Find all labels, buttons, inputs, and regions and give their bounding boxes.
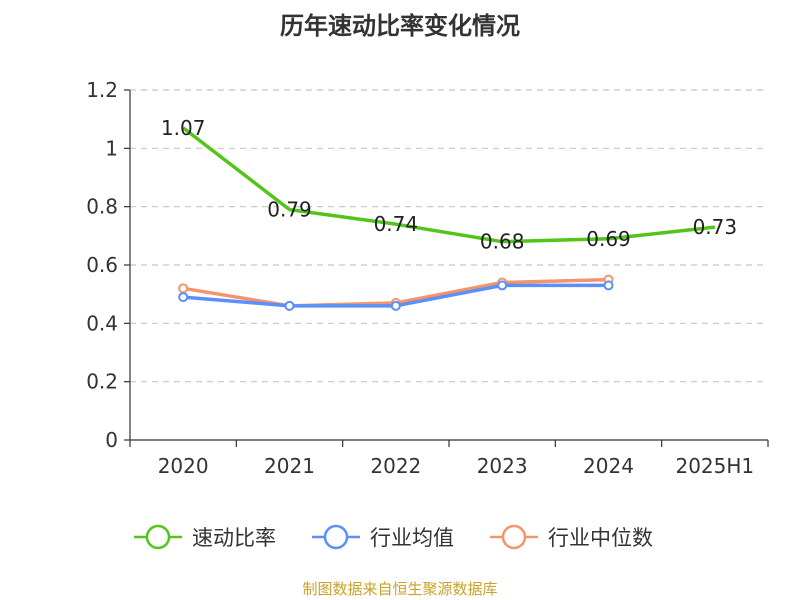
series bbox=[178, 126, 716, 311]
y-tick-label: 0.2 bbox=[86, 370, 118, 394]
y-tick-label: 1.2 bbox=[86, 78, 118, 102]
x-tick-label: 2020 bbox=[158, 454, 209, 478]
data-point bbox=[178, 292, 189, 303]
data-point bbox=[284, 300, 295, 311]
data-point bbox=[390, 300, 401, 311]
axes: 0 0.2 0.4 0.6 0.8 1 1.2 2020 2021 2022 2023 2024 202… bbox=[86, 78, 769, 478]
x-tick-label: 2025H1 bbox=[675, 454, 754, 478]
series-line bbox=[182, 126, 716, 244]
legend-marker bbox=[501, 524, 527, 550]
legend-marker bbox=[323, 524, 349, 550]
y-tick-label: 0.8 bbox=[86, 195, 118, 219]
data-label: 0.69 bbox=[586, 227, 631, 251]
data-label: 0.74 bbox=[374, 212, 419, 236]
x-tick-label: 2022 bbox=[370, 454, 421, 478]
y-tick-label: 0 bbox=[105, 428, 118, 452]
data-label: 0.73 bbox=[693, 215, 738, 239]
y-tick-label: 1 bbox=[105, 136, 118, 160]
legend-marker bbox=[145, 524, 171, 550]
data-point bbox=[178, 283, 189, 294]
legend-label: 行业中位数 bbox=[548, 526, 653, 550]
x-tick-label: 2024 bbox=[583, 454, 634, 478]
data-label: 1.07 bbox=[161, 116, 206, 140]
legend-label: 速动比率 bbox=[192, 526, 276, 550]
data-source-note: 制图数据来自恒生聚源数据库 bbox=[302, 580, 498, 598]
grid-lines bbox=[130, 89, 768, 383]
x-tick-label: 2021 bbox=[264, 454, 315, 478]
data-label: 0.79 bbox=[267, 198, 312, 222]
data-label: 0.68 bbox=[480, 230, 525, 254]
data-labels: 1.07 0.79 0.74 0.68 0.69 0.73 bbox=[161, 116, 737, 254]
legend-label: 行业均值 bbox=[370, 526, 454, 550]
chart-title: 历年速动比率变化情况 bbox=[280, 12, 520, 40]
data-point bbox=[603, 280, 614, 291]
y-tick-label: 0.4 bbox=[86, 311, 118, 335]
data-point bbox=[497, 280, 508, 291]
x-tick-label: 2023 bbox=[477, 454, 528, 478]
y-tick-label: 0.6 bbox=[86, 253, 118, 277]
legend: 速动比率 行业均值 行业中位数 bbox=[134, 524, 653, 550]
